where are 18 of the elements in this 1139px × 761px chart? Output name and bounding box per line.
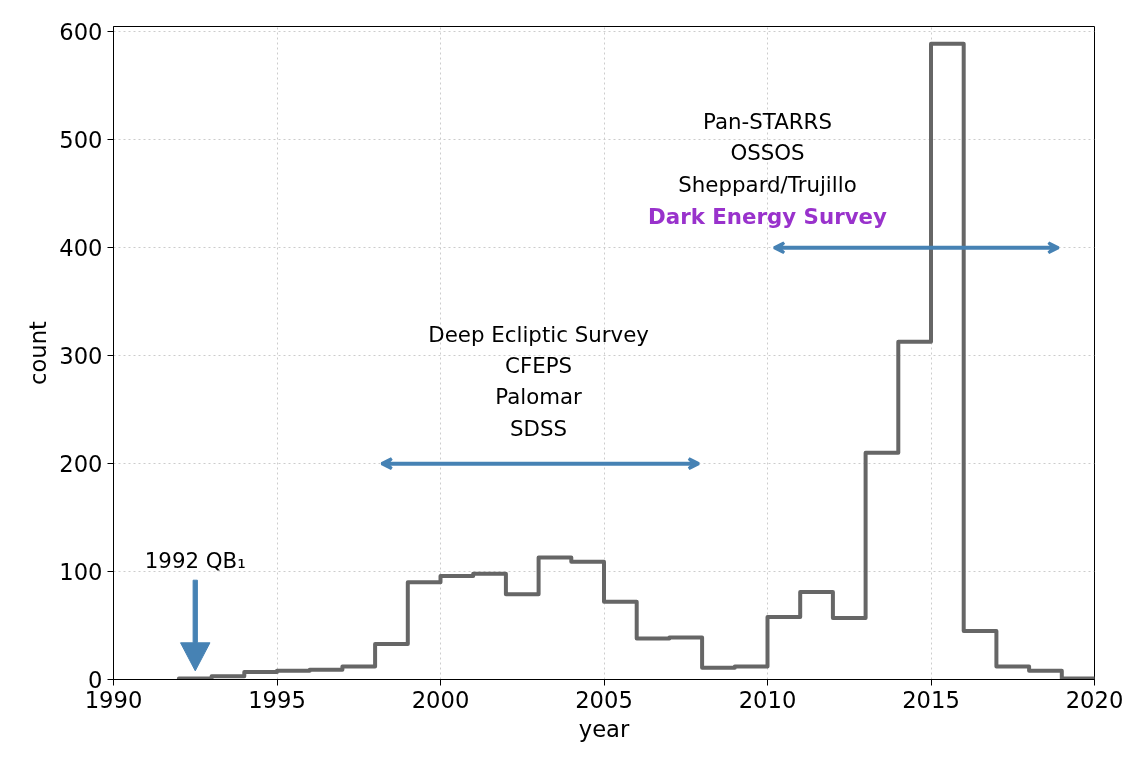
annotation: Pan-STARRS OSSOS Sheppard/Trujillo: [678, 108, 857, 197]
y-tick-label: 200: [59, 451, 103, 478]
x-tick-label: 2015: [902, 686, 960, 713]
y-tick-label: 600: [59, 19, 103, 46]
x-tick-label: 1995: [248, 686, 306, 713]
x-tick-label: 2000: [411, 686, 470, 713]
x-tick-label: 2005: [575, 686, 633, 713]
x-axis-title: year: [578, 715, 630, 742]
x-tick-label: 2020: [1065, 686, 1124, 713]
annotation: Deep Ecliptic Survey CFEPS Palomar SDSS: [428, 321, 649, 441]
y-tick-label: 400: [59, 235, 103, 262]
annotation: 1992 QB₁: [144, 548, 246, 574]
y-tick-label: 500: [59, 127, 103, 154]
y-axis-title: count: [25, 320, 52, 385]
y-tick-label: 100: [59, 559, 103, 586]
annotation: Dark Energy Survey: [648, 203, 888, 229]
y-tick-label: 300: [59, 343, 103, 370]
x-tick-label: 2010: [738, 686, 797, 713]
